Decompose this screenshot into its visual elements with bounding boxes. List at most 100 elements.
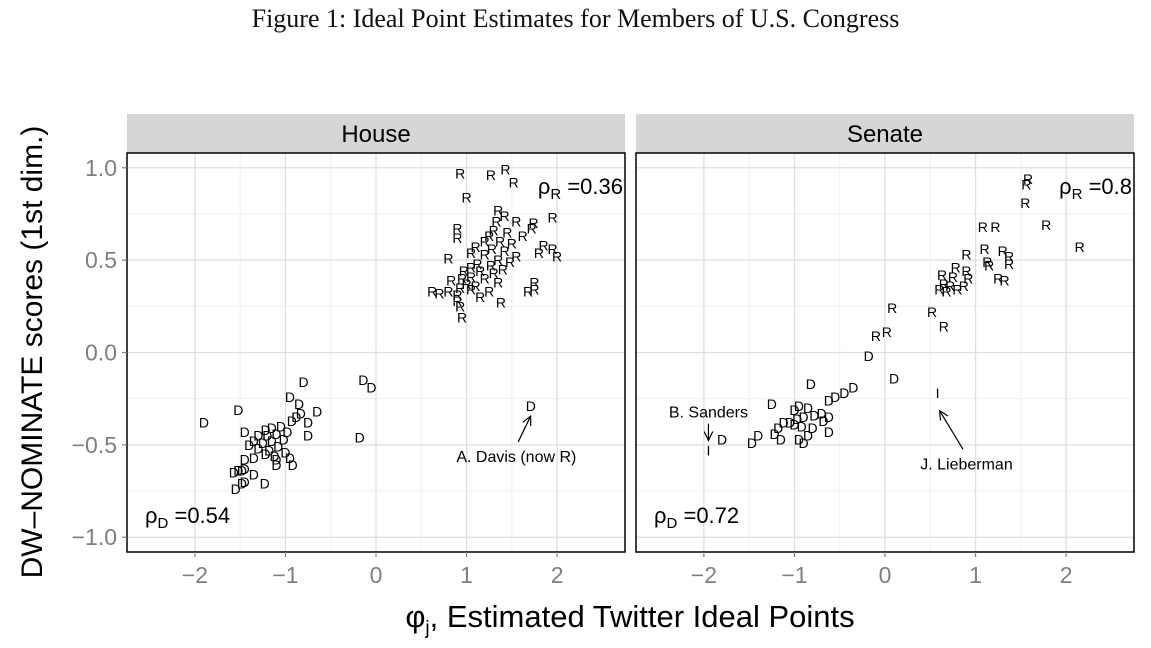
data-point-R: R: [963, 271, 973, 287]
data-point-R: R: [939, 319, 949, 335]
data-point-D: D: [808, 420, 818, 436]
data-point-R: R: [484, 228, 494, 244]
data-point-R: R: [984, 258, 994, 274]
data-point-R: R: [1020, 195, 1030, 211]
data-point-R: R: [999, 272, 1009, 288]
data-point-D: D: [271, 426, 281, 442]
data-point-R: R: [500, 208, 510, 224]
data-point-D: D: [249, 450, 259, 466]
data-point-R: R: [948, 269, 958, 285]
x-axis-label-symbol: φ: [405, 599, 425, 634]
data-point-D: D: [773, 420, 783, 436]
data-point-D: D: [291, 409, 301, 425]
data-point-D: D: [792, 411, 802, 427]
data-point-D: D: [747, 435, 757, 451]
data-point-R: R: [961, 247, 971, 263]
data-point-R: R: [500, 162, 510, 178]
data-point-I: I: [706, 442, 710, 458]
data-point-D: D: [240, 424, 250, 440]
x-axis-label: φj, Estimated Twitter Ideal Points: [405, 599, 854, 639]
data-point-D: D: [303, 415, 313, 431]
y-tick-label: −1.0: [72, 524, 117, 550]
data-point-R: R: [498, 261, 508, 277]
data-point-R: R: [518, 228, 528, 244]
data-point-R: R: [443, 250, 453, 266]
data-point-D: D: [260, 446, 270, 462]
data-point-R: R: [529, 274, 539, 290]
data-point-R: R: [491, 213, 501, 229]
data-point-D: D: [839, 385, 849, 401]
data-point-D: D: [288, 457, 298, 473]
data-point-D: D: [264, 442, 274, 458]
data-point-D: D: [824, 409, 834, 425]
data-point-R: R: [489, 265, 499, 281]
data-point-D: D: [299, 374, 309, 390]
data-point-R: R: [939, 276, 949, 292]
rho-r-house-symbol: ρ: [538, 174, 551, 199]
x-tick-label: −1: [272, 562, 298, 588]
data-point-R: R: [509, 175, 519, 191]
data-point-R: R: [484, 284, 494, 300]
rho-r-house: ρR =0.36: [538, 174, 623, 203]
rho-d-senate-symbol: ρ: [654, 503, 667, 528]
data-point-D: D: [797, 418, 807, 434]
data-point-D: D: [824, 424, 834, 440]
data-point-D: D: [260, 422, 270, 438]
data-point-R: R: [511, 213, 521, 229]
data-point-D: D: [769, 426, 779, 442]
data-point-D: D: [767, 396, 777, 412]
data-point-R: R: [982, 254, 992, 270]
data-point-R: R: [486, 258, 496, 274]
data-point-D: D: [776, 431, 786, 447]
data-point-R: R: [993, 271, 1003, 287]
data-point-D: D: [233, 463, 243, 479]
data-point-R: R: [446, 272, 456, 288]
x-tick-label: 1: [460, 562, 473, 588]
data-point-D: D: [312, 404, 322, 420]
strip-house: [127, 114, 625, 153]
data-point-R: R: [502, 224, 512, 240]
figure-caption: Figure 1: Ideal Point Estimates for Memb…: [251, 4, 900, 33]
data-point-R: R: [461, 276, 471, 292]
rho-d-senate: ρD =0.72: [654, 503, 739, 532]
data-point-R: R: [455, 298, 465, 314]
data-point-D: D: [253, 428, 263, 444]
data-point-R: R: [1021, 176, 1031, 192]
rho-d-senate-value: =0.72: [677, 503, 739, 528]
data-point-R: R: [937, 267, 947, 283]
x-tick-label: 2: [1060, 562, 1073, 588]
data-point-D: D: [753, 428, 763, 444]
data-point-R: R: [505, 254, 515, 270]
data-point-R: R: [472, 256, 482, 272]
data-point-R: R: [1075, 239, 1085, 255]
data-point-D: D: [526, 398, 536, 414]
x-axis-label-subscript: j: [424, 618, 429, 639]
data-point-D: D: [229, 465, 239, 481]
x-tick-label: 1: [969, 562, 982, 588]
data-point-R: R: [527, 221, 537, 237]
data-point-R: R: [493, 202, 503, 218]
data-point-D: D: [717, 431, 727, 447]
data-point-R: R: [959, 278, 969, 294]
data-point-D: D: [240, 461, 250, 477]
data-point-D: D: [779, 415, 789, 431]
strip-senate: [636, 114, 1134, 153]
data-point-D: D: [824, 393, 834, 409]
data-point-D: D: [271, 457, 281, 473]
data-point-D: D: [287, 413, 297, 429]
data-point-R: R: [951, 260, 961, 276]
data-point-D: D: [262, 428, 272, 444]
data-point-R: R: [493, 274, 503, 290]
strip-label-house: House: [341, 121, 410, 148]
data-point-D: D: [789, 402, 799, 418]
data-point-R: R: [427, 284, 437, 300]
y-tick-label: 0.5: [85, 247, 117, 273]
data-point-D: D: [294, 396, 304, 412]
data-point-D: D: [803, 400, 813, 416]
data-point-R: R: [1004, 248, 1014, 264]
x-axis-label-text: , Estimated Twitter Ideal Points: [430, 599, 855, 634]
rho-r-senate: ρR =0.8: [1059, 174, 1132, 203]
data-point-R: R: [452, 221, 462, 237]
data-point-R: R: [978, 219, 988, 235]
